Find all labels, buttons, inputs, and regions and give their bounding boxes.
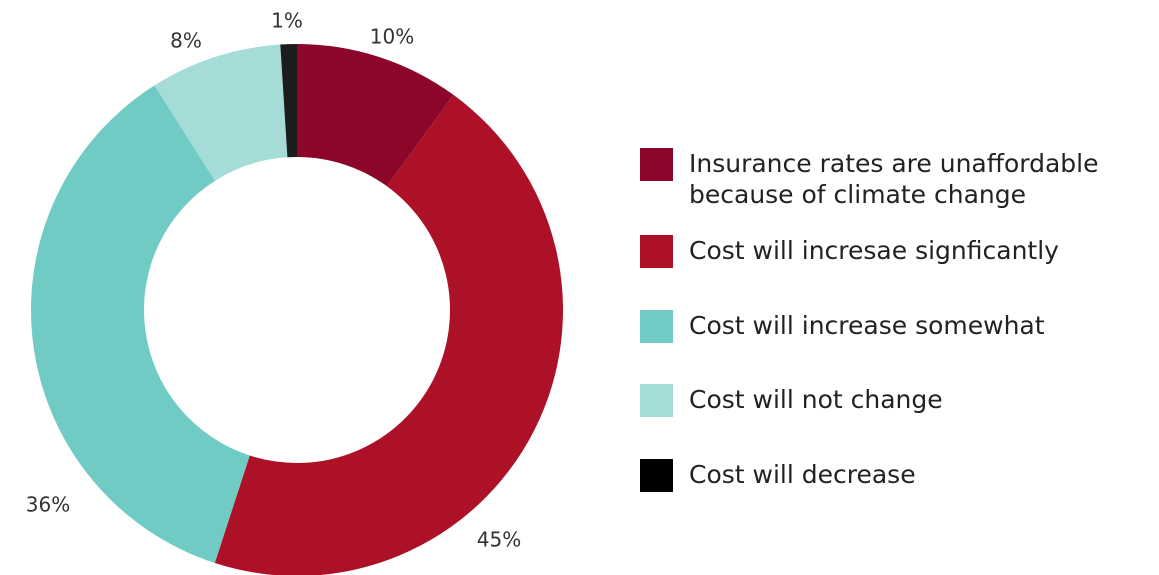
data-label-not-change: 8% (170, 29, 202, 53)
legend-item-insurance-unaffordable: Insurance rates are unaffordable because… (640, 148, 1144, 210)
legend-item-increase-somewhat: Cost will increase somewhat (640, 310, 1144, 343)
data-label-decrease: 1% (271, 9, 303, 33)
slice-increase-significantly (214, 94, 563, 575)
data-label-increase-significantly: 45% (477, 528, 521, 552)
legend-item-not-change: Cost will not change (640, 384, 1144, 417)
legend-item-increase-significantly: Cost will incresae signficantly (640, 235, 1144, 268)
legend-swatch (640, 148, 673, 181)
data-labels: 10% 45% 36% 8% 1% (26, 9, 521, 552)
legend-label: Cost will decrease (689, 460, 916, 489)
slice-decrease (280, 44, 297, 158)
data-label-insurance-unaffordable: 10% (370, 25, 414, 49)
legend-swatch (640, 384, 673, 417)
legend-swatch (640, 235, 673, 268)
donut-slices (31, 44, 563, 575)
legend-item-decrease: Cost will decrease (640, 459, 1144, 492)
slice-insurance-unaffordable (297, 44, 454, 187)
slice-not-change (154, 44, 288, 181)
legend-label: Insurance rates are unaffordable because… (689, 149, 1099, 209)
legend-swatch (640, 310, 673, 343)
slice-increase-somewhat (31, 85, 250, 563)
legend-label: Cost will increase somewhat (689, 311, 1045, 340)
legend-label: Cost will incresae signficantly (689, 236, 1059, 265)
legend-label: Cost will not change (689, 385, 943, 414)
data-label-increase-somewhat: 36% (26, 493, 70, 517)
legend-swatch (640, 459, 673, 492)
